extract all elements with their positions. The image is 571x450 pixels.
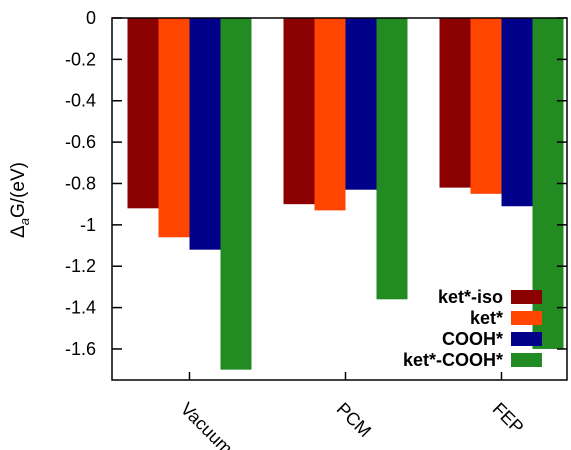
- bar-ket-iso-pcm: [283, 18, 315, 205]
- y-tick-label: -0.2: [65, 49, 96, 69]
- y-tick-label: -0.8: [65, 173, 96, 193]
- y-tick-label: 0: [86, 8, 96, 28]
- y-axis-label-suffix: G/(eV): [8, 162, 29, 218]
- x-tick-label-vacuum: Vacuum: [177, 399, 237, 450]
- bar-ket-cooh--pcm: [376, 18, 408, 300]
- y-tick-label: -1.6: [65, 339, 96, 359]
- x-tick-label-pcm: PCM: [333, 399, 375, 441]
- y-axis-label-subscript: a: [17, 218, 32, 225]
- legend-swatch: [511, 311, 542, 325]
- legend-swatch: [511, 332, 542, 346]
- y-axis-label: ΔaG/(eV): [8, 162, 32, 238]
- plot-frame: [111, 17, 568, 381]
- bars-group: [127, 18, 564, 370]
- bar-cooh--vacuum: [189, 18, 221, 250]
- legend-swatch: [511, 290, 542, 304]
- legend-swatch: [511, 353, 542, 367]
- y-tick-label: -0.6: [65, 132, 96, 152]
- bar-cooh--pcm: [345, 18, 377, 190]
- y-axis-ticks: 0 -0.2 -0.4 -0.6 -0.8 -1 -1.2 -1.4 -1.6: [65, 8, 567, 359]
- y-tick-label: -1: [80, 215, 96, 235]
- legend-label: ket*-COOH*: [403, 350, 503, 370]
- y-tick-label: -1.2: [65, 256, 96, 276]
- y-axis-label-delta: Δ: [8, 225, 29, 238]
- x-axis-labels: Vacuum PCM FEP: [177, 372, 528, 450]
- legend-label: ket*: [470, 308, 503, 328]
- bar-ket--vacuum: [158, 18, 190, 238]
- legend-label: COOH*: [442, 329, 503, 349]
- bar-ket-cooh--vacuum: [220, 18, 252, 370]
- plot-border: [111, 17, 568, 381]
- legend-label: ket*-iso: [438, 287, 503, 307]
- bar-cooh--fep: [501, 18, 533, 207]
- bar-ket--fep: [470, 18, 502, 194]
- y-tick-label: -1.4: [65, 298, 96, 318]
- x-tick-label-fep: FEP: [489, 399, 528, 438]
- bar-ket-iso-fep: [439, 18, 471, 188]
- bar-ket-iso-vacuum: [127, 18, 159, 209]
- y-tick-label: -0.4: [65, 91, 96, 111]
- bar-ket--pcm: [314, 18, 346, 211]
